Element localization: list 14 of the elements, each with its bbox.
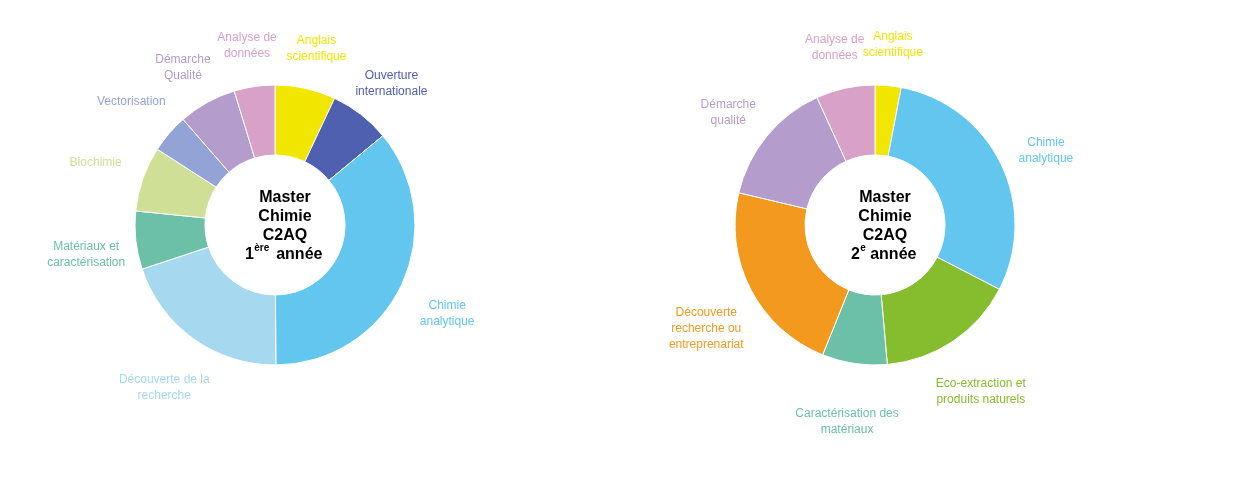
- slice-label: Démarche qualité: [700, 97, 757, 128]
- slice-label: Matériaux et caractérisation: [47, 238, 126, 269]
- slice-label: Découverte recherche ou entreprenariat: [668, 305, 745, 352]
- slice-label: Caractérisation des matériaux: [795, 405, 899, 436]
- slice-label: Chimie analytique: [1018, 134, 1074, 165]
- slice-label: Ouverture internationale: [355, 67, 428, 98]
- slice-label: Démarche Qualité: [155, 51, 211, 82]
- slice-label: Anglais scientifique: [286, 32, 347, 63]
- slice-label: Vectorisation: [96, 93, 166, 108]
- slice-label: Biochimie: [69, 155, 122, 170]
- slice-label: Découverte de la recherche: [118, 372, 210, 403]
- slice-label: Chimie analytique: [419, 298, 475, 329]
- slice-label: Analyse de données: [217, 30, 278, 61]
- slice-label: Eco-extraction et produits naturels: [935, 375, 1027, 406]
